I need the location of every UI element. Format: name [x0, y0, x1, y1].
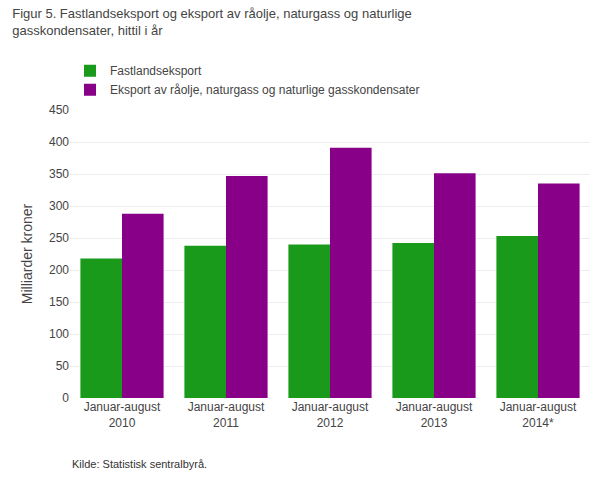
svg-text:Fastlandseksport: Fastlandseksport: [110, 64, 202, 78]
svg-text:50: 50: [56, 359, 70, 373]
svg-text:Januar-august2011: Januar-august2011: [188, 400, 265, 430]
svg-text:Figur 5. Fastlandseksport og e: Figur 5. Fastlandseksport og eksport av …: [12, 6, 412, 38]
svg-text:Kilde: Statistisk sentralbyrå.: Kilde: Statistisk sentralbyrå.: [72, 458, 207, 470]
svg-text:Milliarder kroner: Milliarder kroner: [19, 203, 35, 304]
svg-text:350: 350: [49, 167, 69, 181]
svg-text:100: 100: [49, 327, 69, 341]
svg-text:Januar-august2013: Januar-august2013: [396, 400, 473, 430]
svg-text:Januar-august2012: Januar-august2012: [292, 400, 369, 430]
svg-text:Eksport av råolje, naturgass o: Eksport av råolje, naturgass og naturlig…: [110, 83, 420, 97]
svg-text:400: 400: [49, 135, 69, 149]
svg-text:300: 300: [49, 199, 69, 213]
svg-text:Januar-august2010: Januar-august2010: [84, 400, 161, 430]
svg-text:150: 150: [49, 295, 69, 309]
svg-text:0: 0: [62, 391, 69, 405]
svg-text:Januar-august2014*: Januar-august2014*: [500, 400, 577, 430]
svg-text:200: 200: [49, 263, 69, 277]
svg-text:250: 250: [49, 231, 69, 245]
svg-text:450: 450: [49, 103, 69, 117]
